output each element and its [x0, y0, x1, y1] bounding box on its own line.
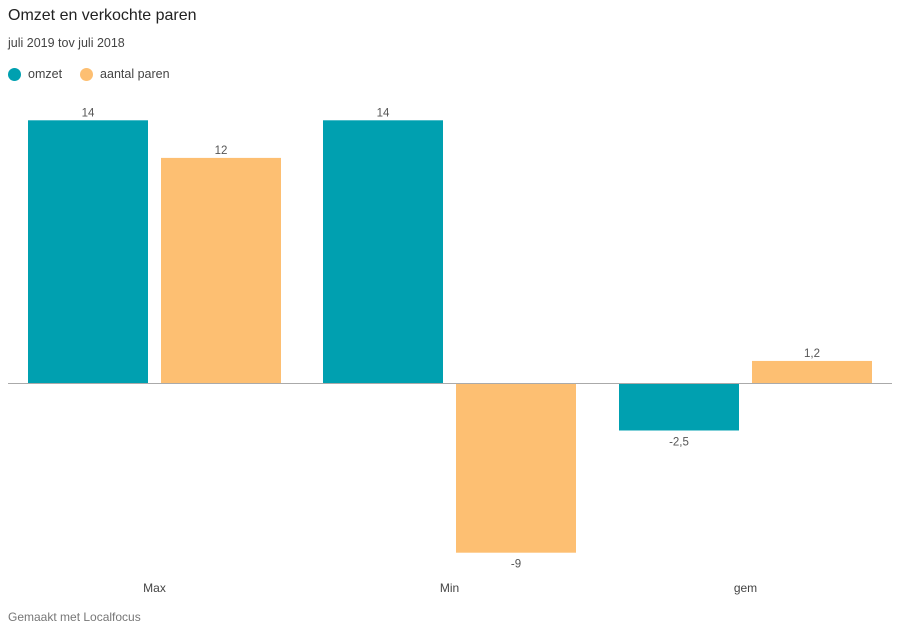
- data-label-omzet-min: 14: [377, 107, 390, 119]
- legend-label-aantal-paren: aantal paren: [100, 67, 170, 81]
- category-label-max: Max: [143, 581, 166, 595]
- category-label-gem: gem: [734, 581, 757, 595]
- labels-group: 14 12 Max 14 -9 Min -2,5 1,2 gem: [82, 107, 820, 595]
- bar-omzet-min[interactable]: [323, 120, 443, 384]
- data-label-aantal-paren-min: -9: [511, 559, 521, 571]
- data-label-omzet-max: 14: [82, 107, 95, 119]
- bar-aantal-paren-gem[interactable]: [752, 360, 872, 384]
- legend-swatch-omzet: [8, 67, 21, 81]
- legend: omzet aantal paren: [8, 67, 188, 81]
- chart-subtitle: juli 2019 tov juli 2018: [8, 36, 125, 50]
- legend-swatch-aantal-paren: [80, 67, 94, 81]
- chart-title: Omzet en verkochte paren: [8, 7, 197, 24]
- legend-label-omzet: omzet: [28, 67, 63, 81]
- footer-credit: Gemaakt met Localfocus: [8, 610, 141, 624]
- data-label-aantal-paren-gem: 1,2: [804, 348, 820, 360]
- legend-item-omzet[interactable]: omzet: [8, 67, 62, 81]
- data-label-aantal-paren-max: 12: [215, 145, 228, 157]
- bar-aantal-paren-min[interactable]: [456, 383, 576, 553]
- bar-omzet-gem[interactable]: [619, 383, 739, 431]
- bars-group: [28, 120, 872, 553]
- category-label-min: Min: [440, 581, 459, 595]
- legend-item-aantal-paren[interactable]: aantal paren: [80, 67, 170, 81]
- bar-aantal-paren-max[interactable]: [161, 157, 281, 384]
- bar-omzet-max[interactable]: [28, 120, 148, 384]
- data-label-omzet-gem: -2,5: [669, 437, 689, 449]
